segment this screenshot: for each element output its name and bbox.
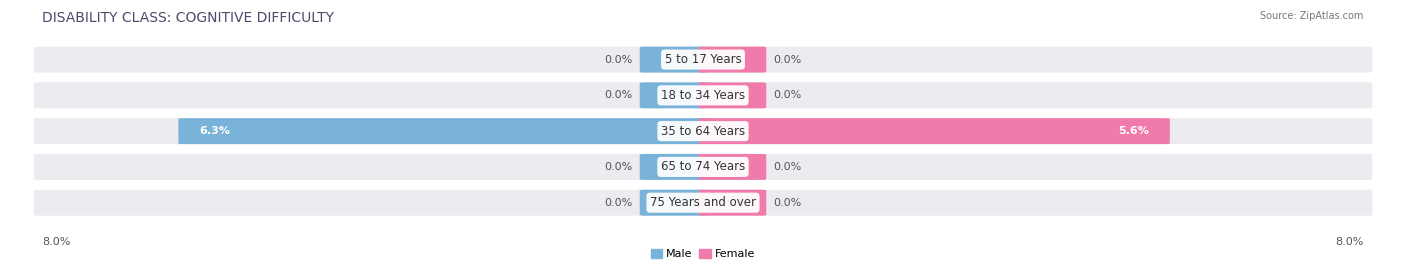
FancyBboxPatch shape bbox=[34, 190, 1372, 216]
Legend: Male, Female: Male, Female bbox=[647, 244, 759, 263]
Text: DISABILITY CLASS: COGNITIVE DIFFICULTY: DISABILITY CLASS: COGNITIVE DIFFICULTY bbox=[42, 11, 335, 25]
FancyBboxPatch shape bbox=[34, 118, 1372, 144]
FancyBboxPatch shape bbox=[34, 47, 1372, 73]
Text: 75 Years and over: 75 Years and over bbox=[650, 196, 756, 209]
Text: 8.0%: 8.0% bbox=[42, 237, 70, 247]
FancyBboxPatch shape bbox=[699, 190, 766, 216]
Text: 8.0%: 8.0% bbox=[1336, 237, 1364, 247]
Text: 35 to 64 Years: 35 to 64 Years bbox=[661, 125, 745, 138]
Text: 0.0%: 0.0% bbox=[773, 90, 801, 100]
FancyBboxPatch shape bbox=[640, 154, 707, 180]
Text: Source: ZipAtlas.com: Source: ZipAtlas.com bbox=[1260, 11, 1364, 21]
FancyBboxPatch shape bbox=[34, 154, 1372, 180]
Text: 0.0%: 0.0% bbox=[773, 162, 801, 172]
Text: 6.3%: 6.3% bbox=[200, 126, 231, 136]
FancyBboxPatch shape bbox=[699, 47, 766, 73]
Text: 0.0%: 0.0% bbox=[605, 55, 633, 65]
FancyBboxPatch shape bbox=[640, 82, 707, 108]
FancyBboxPatch shape bbox=[179, 118, 707, 144]
FancyBboxPatch shape bbox=[699, 154, 766, 180]
Text: 0.0%: 0.0% bbox=[773, 198, 801, 208]
Text: 5 to 17 Years: 5 to 17 Years bbox=[665, 53, 741, 66]
FancyBboxPatch shape bbox=[640, 190, 707, 216]
Text: 0.0%: 0.0% bbox=[605, 162, 633, 172]
Text: 0.0%: 0.0% bbox=[605, 198, 633, 208]
FancyBboxPatch shape bbox=[34, 82, 1372, 108]
FancyBboxPatch shape bbox=[640, 47, 707, 73]
FancyBboxPatch shape bbox=[699, 118, 1170, 144]
FancyBboxPatch shape bbox=[699, 82, 766, 108]
Text: 5.6%: 5.6% bbox=[1118, 126, 1149, 136]
Text: 0.0%: 0.0% bbox=[605, 90, 633, 100]
Text: 0.0%: 0.0% bbox=[773, 55, 801, 65]
Text: 18 to 34 Years: 18 to 34 Years bbox=[661, 89, 745, 102]
Text: 65 to 74 Years: 65 to 74 Years bbox=[661, 160, 745, 174]
